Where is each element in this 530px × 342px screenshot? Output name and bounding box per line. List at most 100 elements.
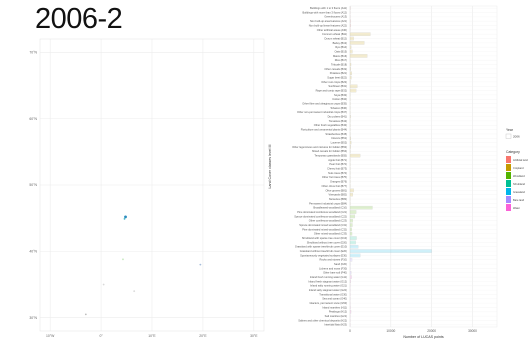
bar-category-label: Mixed cereals for fodder (B54) bbox=[312, 149, 347, 153]
bar-category-label: Nurseries (B83) bbox=[329, 197, 347, 201]
bar-category-label: Peatbogs (H12) bbox=[329, 310, 347, 314]
bar-category-label: Strawberries (B45) bbox=[325, 132, 347, 136]
bar bbox=[349, 192, 353, 197]
bar bbox=[349, 75, 352, 80]
bar-category-label: Tobacco (B36) bbox=[330, 106, 347, 110]
bar-category-label: Pear fruit (B72) bbox=[329, 162, 347, 166]
bar bbox=[349, 279, 351, 284]
bar-category-label: Triticale (B18) bbox=[331, 62, 347, 66]
legend-category-label: Grassland bbox=[513, 190, 525, 194]
bar-category-label: Pine dominated coniferous woodland (C21) bbox=[297, 210, 347, 214]
map-x-tick-label: 20°E bbox=[199, 334, 207, 338]
map-point bbox=[133, 290, 136, 293]
legend-category-key bbox=[506, 180, 511, 187]
legend-year-label: 2006 bbox=[513, 134, 520, 138]
legend-year-title: Year bbox=[506, 128, 514, 132]
map-point bbox=[123, 217, 126, 220]
bar-category-label: Maize (B16) bbox=[333, 54, 347, 58]
bar-x-tick-label: 30000 bbox=[468, 329, 477, 333]
bar-category-label: Cotton (B34) bbox=[332, 97, 347, 101]
bar bbox=[349, 23, 351, 28]
bar-category-label: Tomatoes (B42) bbox=[329, 119, 347, 123]
bar bbox=[349, 240, 356, 245]
bar-category-label: Other citrus fruit (B77) bbox=[321, 184, 347, 188]
map-point bbox=[102, 283, 105, 286]
legend-year-key bbox=[505, 133, 512, 139]
bar-category-label: Durum wheat (B12) bbox=[325, 36, 348, 40]
bar bbox=[349, 19, 351, 23]
bar bbox=[349, 253, 361, 258]
bar-category-label: Broadleaved woodland (C10) bbox=[313, 206, 347, 210]
bar bbox=[349, 214, 356, 219]
bar-category-label: Common wheat (B11) bbox=[322, 32, 347, 36]
bar-category-label: Vineyards (B82) bbox=[328, 193, 347, 197]
bar bbox=[349, 54, 368, 58]
bar-category-label: Greenhouses (A13) bbox=[324, 15, 347, 19]
bar bbox=[349, 36, 354, 41]
bar-category-label: Inland salty running water (G21) bbox=[310, 284, 347, 288]
bar-category-label: Permanent industrial crops (B84) bbox=[309, 201, 347, 205]
bar bbox=[349, 62, 352, 67]
bar-category-label: Pine dominated mixed woodland (C32) bbox=[302, 227, 347, 231]
map-y-tick-label: 60°N bbox=[29, 117, 37, 121]
bar bbox=[349, 231, 353, 236]
bar-category-label: Spruce dominated coniferous woodland (C2… bbox=[294, 214, 347, 218]
bar bbox=[349, 45, 352, 49]
bar-category-label: Oranges (B76) bbox=[330, 180, 347, 184]
bar bbox=[349, 67, 351, 71]
bar bbox=[349, 136, 351, 141]
legend-category-label: Bare land bbox=[513, 198, 525, 202]
bar-category-label: Non built-up area features (A21) bbox=[310, 19, 347, 23]
bar-y-axis-title: Land Cover classes level III bbox=[268, 145, 272, 189]
bar bbox=[349, 236, 357, 240]
bar-category-label: Rape and turnip rape (B32) bbox=[316, 88, 348, 92]
bar-category-label: Spontaneously vegetated surfaces (E30) bbox=[300, 253, 347, 257]
bar-category-label: Grassland without tree/shrub cover (E20) bbox=[300, 249, 347, 253]
legend-category-title: Category bbox=[506, 150, 520, 154]
map-chart: 10°W 0° 10°E 20°E 30°E 70°N 60°N 50°N 40°N 30°N bbox=[29, 38, 265, 338]
bar bbox=[349, 244, 359, 249]
bar bbox=[349, 223, 353, 227]
legend-category-label: Water bbox=[513, 206, 520, 210]
bar-category-label: Apple fruit (B71) bbox=[328, 158, 347, 162]
bar-category-label: Barley (B13) bbox=[333, 41, 348, 45]
bar-category-label: Cherry fruit (B73) bbox=[327, 167, 347, 171]
map-x-tick-label: 30°E bbox=[250, 334, 258, 338]
bar-x-tick-label: 20000 bbox=[427, 329, 436, 333]
bar-category-label: Spruce dominated mixed woodland (C31) bbox=[299, 223, 347, 227]
bar-category-label: Inland salty stagnant water (G22) bbox=[309, 288, 347, 292]
map-point bbox=[124, 215, 127, 219]
bar bbox=[349, 49, 353, 54]
bar bbox=[349, 32, 371, 36]
bar-category-label: Lucerne (B52) bbox=[331, 141, 348, 145]
bar bbox=[349, 153, 361, 158]
bar-category-label: Non built-up linear features (A22) bbox=[309, 23, 347, 27]
bar bbox=[349, 145, 351, 149]
bar-category-label: Lichens and moss (F30) bbox=[319, 266, 347, 270]
bar-x-axis-title: Number of LUCAS points bbox=[403, 335, 444, 339]
bar-category-label: Other cereals (B19) bbox=[324, 67, 347, 71]
bar-category-label: Shrubland without tree cover (D20) bbox=[307, 240, 347, 244]
bar-category-label: Clovers (B51) bbox=[331, 136, 347, 140]
map-y-tick-label: 50°N bbox=[29, 183, 37, 187]
bar-category-label: Salt marshes (H21) bbox=[325, 314, 347, 318]
bar-category-label: Other bare soil (F40) bbox=[323, 271, 347, 275]
bar-category-label: Other root crops (B23) bbox=[321, 80, 347, 84]
map-point bbox=[84, 313, 87, 316]
bar-category-label: Oats (B15) bbox=[334, 49, 347, 53]
bar-category-label: Shrubland with sparse tree cover (D10) bbox=[302, 236, 347, 240]
bar-category-label: Other mixed woodland (C33) bbox=[314, 232, 347, 236]
bar-category-label: Floriculture and ornamental plants (B44) bbox=[301, 128, 347, 132]
legend-category-label: Cropland bbox=[513, 166, 524, 170]
bar bbox=[349, 41, 365, 45]
bar-category-label: Olive groves (B81) bbox=[326, 188, 348, 192]
bar bbox=[349, 88, 357, 93]
map-point bbox=[122, 258, 124, 261]
bar bbox=[349, 257, 353, 262]
bar bbox=[349, 227, 352, 232]
bar-category-label: Temporary grasslands (B55) bbox=[314, 154, 347, 158]
bar-category-label: Other artificial areas (A30) bbox=[317, 28, 347, 32]
bar-category-label: Soya (B33) bbox=[334, 93, 347, 97]
bar-category-label: Salines and other chemical deposits (H22… bbox=[298, 318, 347, 322]
